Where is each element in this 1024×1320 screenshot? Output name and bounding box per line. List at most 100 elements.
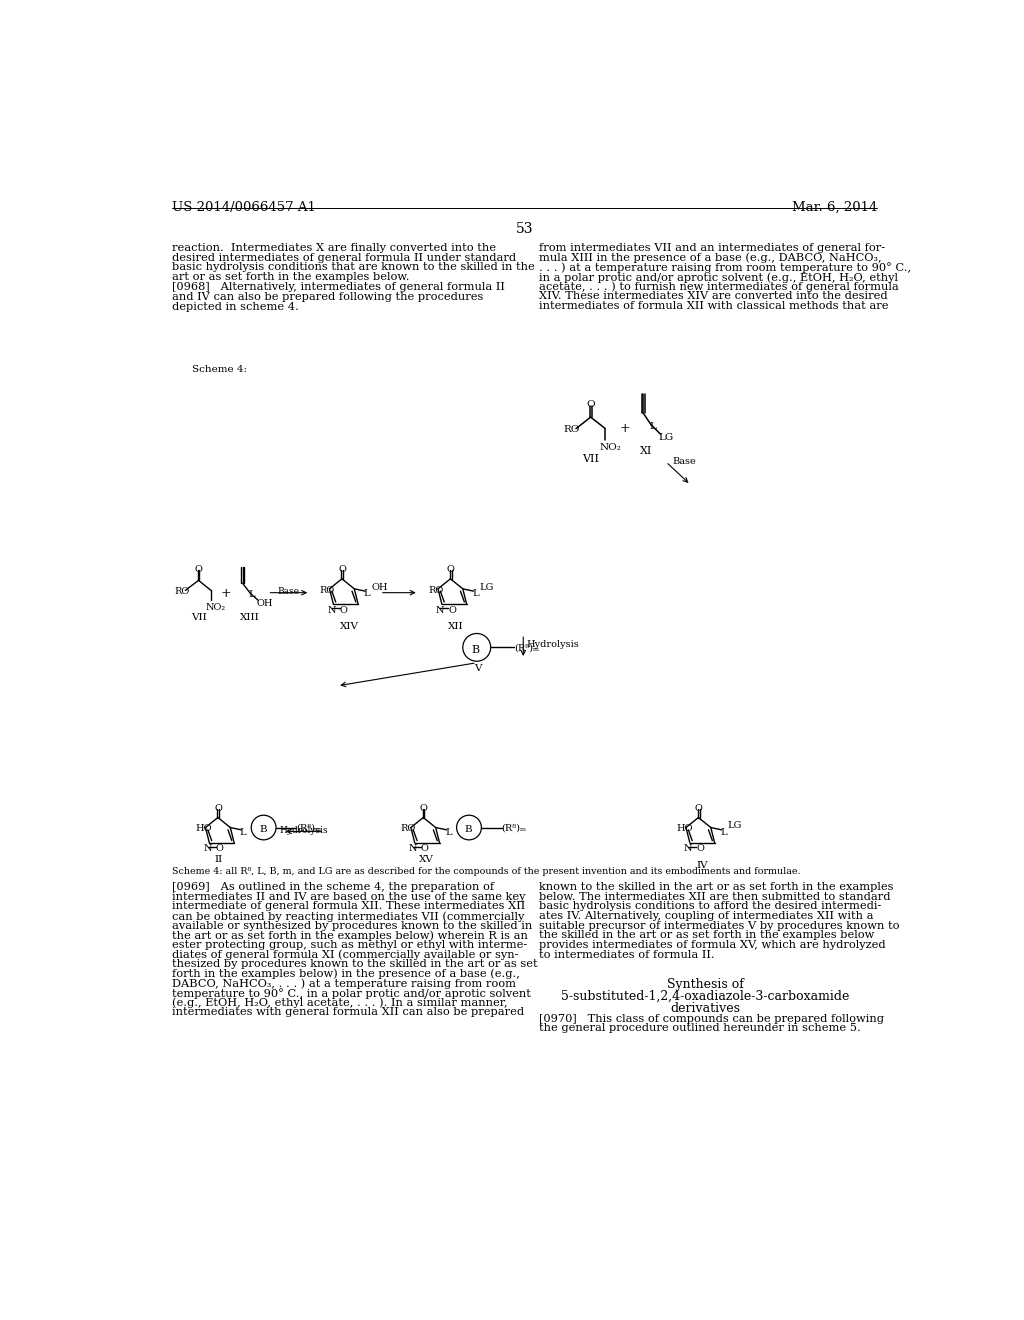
Text: IV: IV [696, 861, 708, 870]
Text: HO: HO [196, 825, 212, 833]
Text: O: O [446, 565, 455, 574]
Text: RO: RO [174, 587, 189, 597]
Text: [0968]   Alternatively, intermediates of general formula II: [0968] Alternatively, intermediates of g… [172, 282, 505, 292]
Text: L: L [240, 828, 246, 837]
Text: XIV: XIV [340, 622, 358, 631]
Text: (R⁸)ₘ: (R⁸)ₘ [502, 824, 526, 833]
Text: basic hydrolysis conditions that are known to the skilled in the: basic hydrolysis conditions that are kno… [172, 263, 535, 272]
Text: basic hydrolysis conditions to afford the desired intermedi-: basic hydrolysis conditions to afford th… [539, 902, 881, 911]
Text: [0970]   This class of compounds can be prepared following: [0970] This class of compounds can be pr… [539, 1014, 884, 1024]
Text: (e.g., EtOH, H₂O, ethyl acetate, . . . ). In a similar manner,: (e.g., EtOH, H₂O, ethyl acetate, . . . )… [172, 998, 508, 1008]
Text: ester protecting group, such as methyl or ethyl with interme-: ester protecting group, such as methyl o… [172, 940, 527, 950]
Text: Scheme 4: all R⁸, L, B, m, and LG are as described for the compounds of the pres: Scheme 4: all R⁸, L, B, m, and LG are as… [172, 867, 801, 875]
Text: provides intermediates of formula XV, which are hydrolyzed: provides intermediates of formula XV, wh… [539, 940, 886, 950]
Text: depicted in scheme 4.: depicted in scheme 4. [172, 302, 299, 312]
Text: US 2014/0066457 A1: US 2014/0066457 A1 [172, 201, 316, 214]
Text: (R⁸)ₘ: (R⁸)ₘ [514, 644, 539, 652]
Text: known to the skilled in the art or as set forth in the examples: known to the skilled in the art or as se… [539, 882, 893, 892]
Text: temperature to 90° C., in a polar protic and/or aprotic solvent: temperature to 90° C., in a polar protic… [172, 989, 531, 999]
Text: L: L [649, 422, 656, 430]
Text: art or as set forth in the examples below.: art or as set forth in the examples belo… [172, 272, 410, 282]
Text: Hydrolysis: Hydrolysis [280, 826, 328, 836]
Text: O: O [216, 845, 223, 854]
Text: RO: RO [319, 586, 335, 595]
Text: LG: LG [658, 433, 674, 441]
Text: [0969]   As outlined in the scheme 4, the preparation of: [0969] As outlined in the scheme 4, the … [172, 882, 495, 892]
Text: RO: RO [563, 425, 580, 434]
Text: N: N [684, 845, 692, 854]
Text: Base: Base [278, 587, 300, 597]
Text: the general procedure outlined hereunder in scheme 5.: the general procedure outlined hereunder… [539, 1023, 860, 1034]
Text: intermediates of formula XII with classical methods that are: intermediates of formula XII with classi… [539, 301, 888, 310]
Text: VII: VII [191, 612, 207, 622]
Text: and IV can also be prepared following the procedures: and IV can also be prepared following th… [172, 292, 483, 302]
Text: desired intermediates of general formula II under standard: desired intermediates of general formula… [172, 252, 516, 263]
Text: RO: RO [428, 586, 443, 595]
Text: ates IV. Alternatively, coupling of intermediates XII with a: ates IV. Alternatively, coupling of inte… [539, 911, 873, 921]
Text: Synthesis of: Synthesis of [667, 978, 743, 991]
Text: intermediates with general formula XII can also be prepared: intermediates with general formula XII c… [172, 1007, 524, 1018]
Text: XII: XII [449, 622, 464, 631]
Text: +: + [620, 422, 630, 434]
Text: intermediate of general formula XII. These intermediates XII: intermediate of general formula XII. The… [172, 902, 525, 911]
Text: thesized by procedures known to the skilled in the art or as set: thesized by procedures known to the skil… [172, 960, 538, 969]
Text: XI: XI [640, 446, 652, 457]
Text: B: B [471, 645, 479, 655]
Text: Mar. 6, 2014: Mar. 6, 2014 [792, 201, 878, 214]
Text: NO₂: NO₂ [599, 442, 622, 451]
Text: OH: OH [372, 582, 388, 591]
Text: diates of general formula XI (commercially available or syn-: diates of general formula XI (commercial… [172, 949, 519, 960]
Text: B: B [259, 825, 266, 834]
Text: O: O [694, 804, 702, 813]
Text: the art or as set forth in the examples below) wherein R is an: the art or as set forth in the examples … [172, 931, 528, 941]
Text: the skilled in the art or as set forth in the examples below: the skilled in the art or as set forth i… [539, 931, 874, 940]
Text: forth in the examples below) in the presence of a base (e.g.,: forth in the examples below) in the pres… [172, 969, 520, 979]
Text: suitable precursor of intermediates V by procedures known to: suitable precursor of intermediates V by… [539, 921, 899, 931]
Text: intermediates II and IV are based on the use of the same key: intermediates II and IV are based on the… [172, 892, 525, 902]
Text: L: L [472, 589, 479, 598]
Text: O: O [420, 804, 427, 813]
Text: O: O [195, 565, 203, 574]
Text: O: O [340, 606, 347, 615]
Text: XIV. These intermediates XIV are converted into the desired: XIV. These intermediates XIV are convert… [539, 292, 888, 301]
Text: XIII: XIII [240, 612, 259, 622]
Text: in a polar protic and/or aprotic solvent (e.g., EtOH, H₂O, ethyl: in a polar protic and/or aprotic solvent… [539, 272, 898, 282]
Text: Hydrolysis: Hydrolysis [526, 640, 580, 649]
Text: derivatives: derivatives [671, 1002, 740, 1015]
Text: +: + [221, 587, 231, 601]
Text: V: V [474, 664, 481, 673]
Text: (R⁸)ₘ: (R⁸)ₘ [296, 824, 322, 833]
Text: O: O [449, 606, 456, 615]
Text: VII: VII [583, 454, 599, 465]
Text: NO₂: NO₂ [206, 603, 225, 611]
Text: LG: LG [480, 582, 495, 591]
Text: N: N [328, 606, 336, 615]
Text: L: L [248, 590, 255, 599]
Text: O: O [338, 565, 346, 574]
Text: can be obtained by reacting intermediates VII (commercially: can be obtained by reacting intermediate… [172, 911, 524, 921]
Text: O: O [587, 400, 595, 409]
Text: acetate, . . . ) to furnish new intermediates of general formula: acetate, . . . ) to furnish new intermed… [539, 281, 898, 292]
Text: XV: XV [420, 855, 434, 865]
Text: Scheme 4:: Scheme 4: [191, 364, 247, 374]
Text: 53: 53 [516, 222, 534, 236]
Text: OH: OH [257, 599, 273, 607]
Text: DABCO, NaHCO₃, . . . ) at a temperature raising from room: DABCO, NaHCO₃, . . . ) at a temperature … [172, 978, 516, 989]
Text: available or synthesized by procedures known to the skilled in: available or synthesized by procedures k… [172, 921, 532, 931]
Text: L: L [445, 828, 452, 837]
Text: L: L [720, 828, 727, 837]
Text: Base: Base [673, 457, 696, 466]
Text: L: L [364, 589, 371, 598]
Text: O: O [696, 845, 703, 854]
Text: N: N [203, 845, 212, 854]
Text: N: N [435, 606, 444, 615]
Text: O: O [214, 804, 222, 813]
Text: below. The intermediates XII are then submitted to standard: below. The intermediates XII are then su… [539, 892, 890, 902]
Text: reaction.  Intermediates X are finally converted into the: reaction. Intermediates X are finally co… [172, 243, 497, 253]
Text: RO: RO [400, 825, 416, 833]
Text: II: II [214, 855, 222, 865]
Text: from intermediates VII and an intermediates of general for-: from intermediates VII and an intermedia… [539, 243, 885, 253]
Text: N: N [409, 845, 417, 854]
Text: mula XIII in the presence of a base (e.g., DABCO, NaHCO₃,: mula XIII in the presence of a base (e.g… [539, 252, 882, 263]
Text: O: O [421, 845, 429, 854]
